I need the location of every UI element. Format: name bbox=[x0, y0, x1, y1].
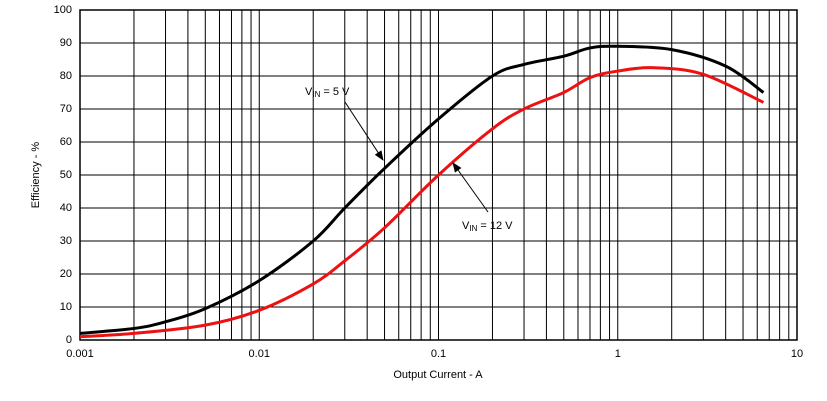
annotation-arrow bbox=[344, 101, 384, 161]
annotation-sub: IN bbox=[312, 90, 320, 99]
y-axis-label: Efficiency - % bbox=[30, 142, 42, 209]
y-tick-label: 70 bbox=[60, 103, 72, 115]
plot-frame bbox=[79, 9, 798, 341]
x-axis-label: Output Current - A bbox=[393, 369, 483, 381]
x-tick-label: 0.01 bbox=[249, 348, 270, 360]
y-tick-label: 90 bbox=[60, 37, 72, 49]
x-tick-label: 0.1 bbox=[431, 348, 446, 360]
data-line bbox=[79, 66, 765, 339]
annotation-text: = 5 V bbox=[323, 86, 350, 98]
x-tick-label: 1 bbox=[615, 348, 621, 360]
y-tick-label: 80 bbox=[60, 70, 72, 82]
y-tick-label: 10 bbox=[60, 301, 72, 313]
x-tick-label: 0.001 bbox=[66, 348, 94, 360]
annotation: VIN = 12 V bbox=[462, 220, 513, 233]
y-tick-label: 20 bbox=[60, 268, 72, 280]
x-tick-label: 10 bbox=[791, 348, 803, 360]
y-tick-label: 50 bbox=[60, 169, 72, 181]
y-tick-label: 30 bbox=[60, 235, 72, 247]
annotation-text: = 12 V bbox=[480, 220, 513, 232]
y-tick-label: 40 bbox=[60, 202, 72, 214]
annotation-sub: IN bbox=[469, 224, 477, 233]
y-tick-label: 100 bbox=[54, 4, 72, 16]
annotation-base: V bbox=[462, 220, 470, 232]
data-line bbox=[79, 44, 765, 335]
annotation: VIN = 5 V bbox=[305, 86, 350, 99]
annotation-arrow bbox=[452, 162, 489, 213]
annotation-base: V bbox=[305, 86, 313, 98]
y-tick-label: 0 bbox=[66, 334, 72, 346]
y-tick-label: 60 bbox=[60, 136, 72, 148]
